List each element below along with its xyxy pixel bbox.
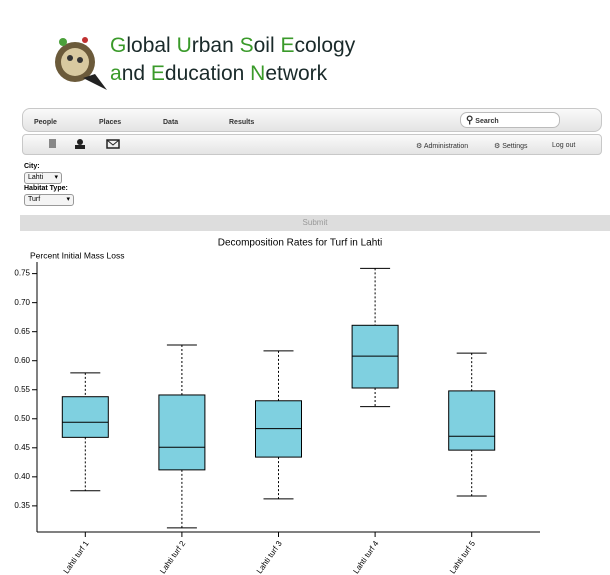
- submit-button[interactable]: Submit: [20, 215, 610, 231]
- x-tick-label: Lahti turf 1: [62, 539, 91, 575]
- y-tick-label: 0.70: [14, 298, 30, 307]
- y-tick-label: 0.60: [14, 356, 30, 365]
- x-tick-label: Lahti turf 2: [158, 539, 187, 575]
- tool-text: Settings: [502, 143, 528, 150]
- nav-item[interactable]: Results: [229, 119, 255, 126]
- tool-bar: [22, 134, 602, 155]
- logo: [55, 37, 107, 90]
- nav-item[interactable]: Places: [99, 119, 122, 126]
- y-tick-label: 0.65: [14, 327, 30, 336]
- nav-item[interactable]: Data: [163, 119, 179, 126]
- box: [448, 390, 496, 451]
- x-tick-label: Lahti turf 4: [351, 539, 380, 575]
- y-tick-label: 0.40: [14, 472, 30, 481]
- x-tick-label: Lahti turf 5: [448, 539, 477, 575]
- tool-text: Administration: [423, 143, 469, 150]
- chart-title: Decomposition Rates for Turf in Lahti: [218, 238, 383, 249]
- box: [158, 394, 206, 471]
- search-box[interactable]: [460, 112, 560, 128]
- x-tick-label: Lahti turf 3: [255, 539, 284, 575]
- habitat-select[interactable]: Turf ▾: [24, 194, 74, 206]
- city-value: Lahti: [28, 174, 44, 181]
- city-label: City:: [24, 163, 40, 170]
- chart: Decomposition Rates for Turf in Lahti Pe…: [14, 238, 540, 575]
- tool-link[interactable]: ⚙ Administration: [416, 143, 469, 150]
- habitat-label: Habitat Type:: [24, 185, 68, 192]
- habitat-value: Turf: [28, 196, 41, 203]
- y-tick-label: 0.55: [14, 385, 30, 394]
- tool-link[interactable]: Log out: [552, 142, 576, 149]
- site-title: and Education Network: [110, 62, 328, 85]
- y-tick-label: 0.75: [14, 269, 30, 278]
- search-placeholder: Search: [475, 118, 499, 125]
- box: [61, 396, 109, 438]
- icons: [49, 139, 120, 149]
- y-tick-label: 0.45: [14, 443, 30, 452]
- tool-link[interactable]: ⚙ Settings: [494, 143, 528, 150]
- y-tick-label: 0.50: [14, 414, 30, 423]
- box: [351, 324, 399, 389]
- city-select[interactable]: Lahti ▾: [24, 172, 62, 184]
- y-axis-label: Percent Initial Mass Loss: [30, 250, 124, 260]
- site-title: Global Urban Soil Ecology: [110, 34, 356, 57]
- y-tick-label: 0.35: [14, 501, 30, 510]
- search-text: ⚲ Search: [466, 115, 499, 126]
- nav-item[interactable]: People: [34, 119, 57, 126]
